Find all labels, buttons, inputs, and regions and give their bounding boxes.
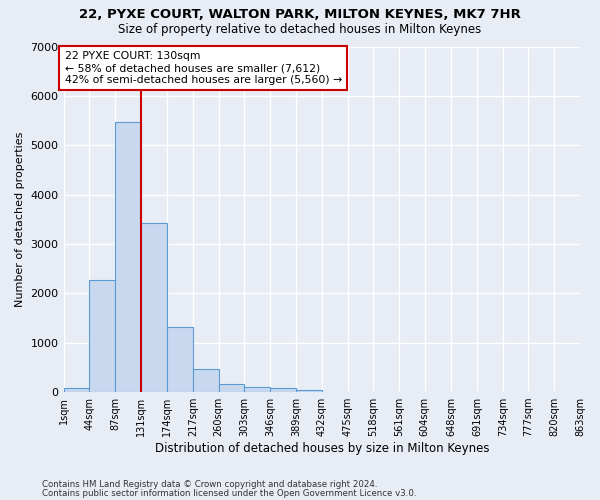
Text: Size of property relative to detached houses in Milton Keynes: Size of property relative to detached ho… (118, 22, 482, 36)
Y-axis label: Number of detached properties: Number of detached properties (15, 132, 25, 307)
Text: 22 PYXE COURT: 130sqm
← 58% of detached houses are smaller (7,612)
42% of semi-d: 22 PYXE COURT: 130sqm ← 58% of detached … (65, 52, 342, 84)
Bar (115, 122, 142, 392)
Bar (244, 386, 270, 392)
Bar (270, 388, 296, 392)
Text: Contains public sector information licensed under the Open Government Licence v3: Contains public sector information licen… (42, 488, 416, 498)
Bar (167, 328, 193, 392)
Bar (142, 222, 167, 392)
Bar (219, 384, 244, 392)
Text: Contains HM Land Registry data © Crown copyright and database right 2024.: Contains HM Land Registry data © Crown c… (42, 480, 377, 489)
Bar (64, 388, 89, 392)
Bar (193, 369, 219, 392)
Bar (89, 280, 115, 392)
X-axis label: Distribution of detached houses by size in Milton Keynes: Distribution of detached houses by size … (155, 442, 489, 455)
Bar (296, 390, 322, 392)
Text: 22, PYXE COURT, WALTON PARK, MILTON KEYNES, MK7 7HR: 22, PYXE COURT, WALTON PARK, MILTON KEYN… (79, 8, 521, 20)
